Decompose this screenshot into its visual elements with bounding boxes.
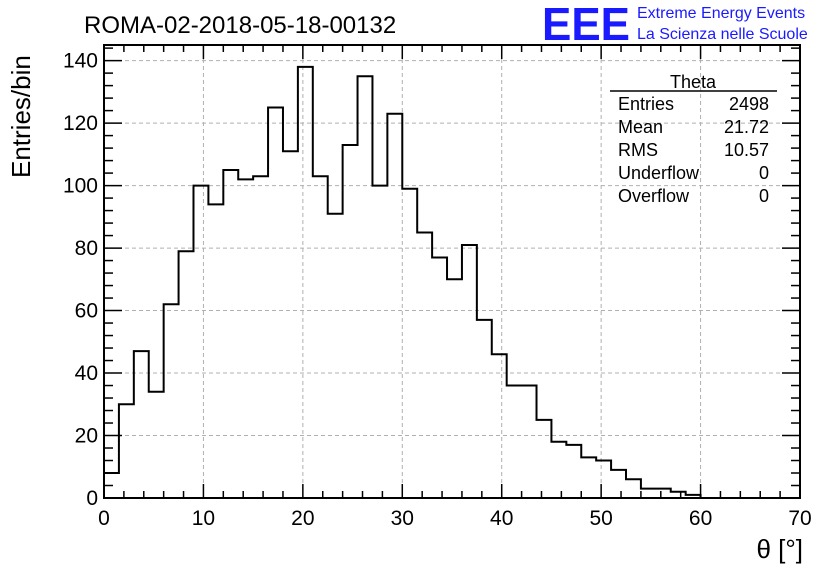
eee-logo-line2: La Scienza nelle Scuole [637,26,808,43]
x-tick-label: 40 [490,507,513,530]
axis-ticks [103,45,801,499]
stats-rows: Entries 2498 Mean 21.72 RMS 10.57 Underflow 0 Ov… [618,94,769,206]
eee-logo-line1: Extreme Energy Events [637,5,805,22]
x-tick-label: 70 [788,507,811,530]
stats-label: Overflow [618,186,690,206]
stats-box: Theta Entries 2498 Mean 21.72 RMS 10.57 Underf… [610,72,777,206]
y-tick-labels: 0 20 40 60 80 100 120 140 [63,50,98,510]
stats-value: 0 [759,186,769,206]
y-tick-label: 0 [86,487,98,510]
stats-title: Theta [670,72,717,92]
y-tick-label: 140 [63,50,98,73]
x-tick-label: 0 [98,507,110,530]
eee-logo-mark: EEE [542,0,630,50]
stats-label: Mean [618,117,663,137]
histogram-outline [103,65,791,499]
y-tick-label: 40 [75,362,98,385]
y-tick-label: 80 [75,237,98,260]
plot-frame [103,44,801,499]
x-tick-label: 60 [689,507,712,530]
x-tick-label: 30 [391,507,414,530]
x-tick-label: 50 [589,507,612,530]
y-tick-label: 120 [63,112,98,135]
x-tick-label: 20 [291,507,314,530]
y-tick-label: 100 [63,175,98,198]
eee-logo: EEE Extreme Energy Events La Scienza nel… [542,0,808,50]
y-axis-title: Entries/bin [6,55,36,178]
stats-label: Entries [618,94,674,114]
stats-value: 2498 [729,94,769,114]
stats-label: Underflow [618,163,700,183]
x-tick-labels: 0 10 20 30 40 50 60 70 [98,507,812,530]
stats-value: 0 [759,163,769,183]
stats-value: 10.57 [724,140,769,160]
chart-title: ROMA-02-2018-05-18-00132 [84,12,396,39]
y-tick-label: 60 [75,300,98,323]
x-tick-label: 10 [192,507,215,530]
y-tick-label: 20 [75,425,98,448]
stats-label: RMS [618,140,658,160]
grid-lines [104,45,800,498]
stats-value: 21.72 [724,117,769,137]
x-axis-title: θ [°] [756,534,803,564]
